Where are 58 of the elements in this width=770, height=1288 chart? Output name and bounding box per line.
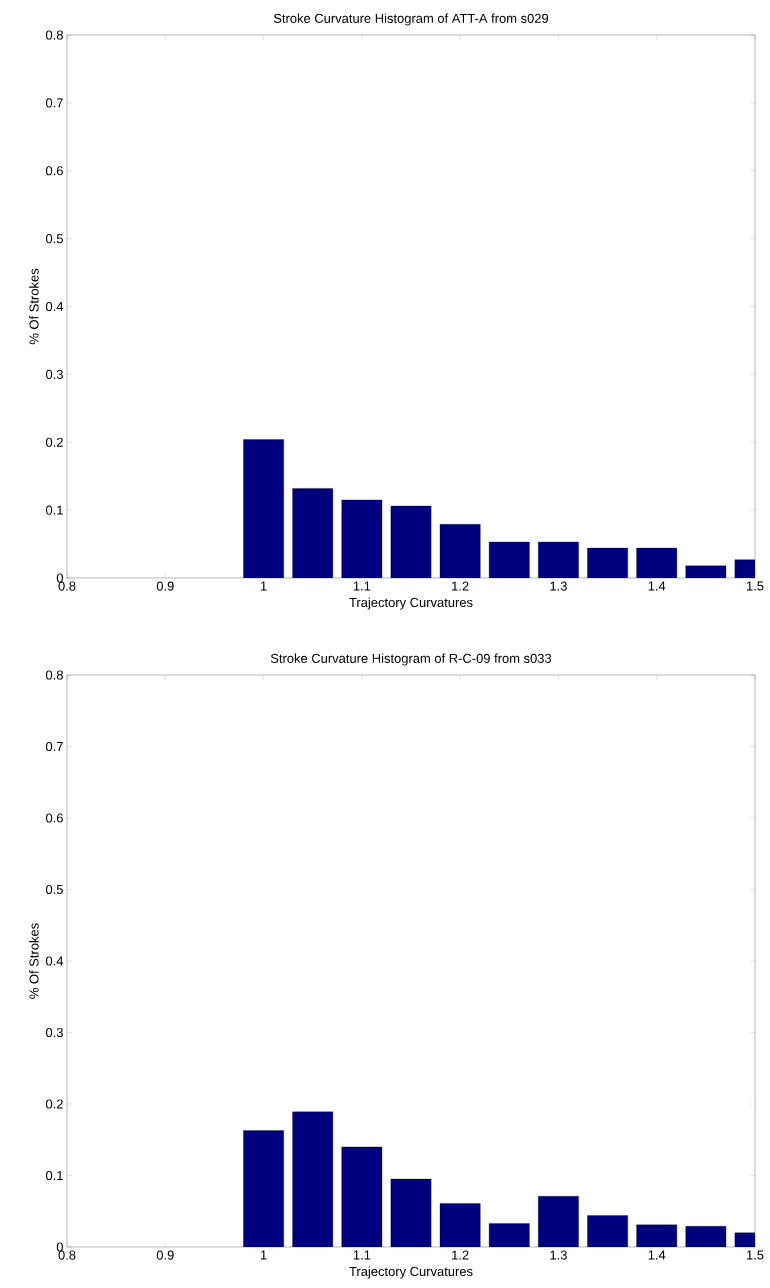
x-tick-label: 1.2 (452, 1250, 469, 1260)
chart-title: Stroke Curvature Histogram of ATT-A from s029 (273, 13, 549, 26)
bar (538, 541, 579, 578)
y-tick-label: 0.8 (45, 30, 63, 40)
x-tick-label: 1.5 (746, 581, 764, 591)
x-tick-label: 1 (260, 581, 267, 591)
x-tick-label: 1.5 (746, 1250, 764, 1260)
y-tick-label: 0.1 (45, 1170, 63, 1181)
bar (439, 524, 481, 578)
y-tick-label: 0.7 (45, 98, 63, 108)
x-tick-label: 1.3 (550, 581, 567, 591)
bar (636, 547, 678, 578)
y-tick-label: 0.3 (45, 369, 63, 379)
x-tick-label: 1.1 (353, 1250, 371, 1260)
y-axis-title: % Of Strokes (29, 268, 39, 345)
x-tick-label: 1.4 (648, 581, 666, 591)
bar (488, 1223, 530, 1247)
bar (341, 1146, 383, 1247)
bar (587, 547, 628, 578)
bar (292, 1111, 334, 1247)
y-tick-label: 0.5 (45, 234, 63, 244)
bar (390, 1178, 432, 1247)
y-tick-label: 0.7 (45, 741, 63, 752)
x-tick-label: 0.9 (156, 1250, 174, 1260)
y-tick-label: 0.4 (45, 301, 64, 312)
y-tick-label: 0.6 (45, 166, 63, 176)
chart-title: Stroke Curvature Histogram of R-C-09 from s033 (270, 653, 552, 666)
x-axis-title: Trajectory Curvatures (349, 597, 473, 610)
bar (636, 1224, 678, 1247)
bar (292, 488, 334, 578)
x-tick-label: 1 (260, 1250, 267, 1260)
y-tick-label: 0.6 (45, 813, 63, 823)
y-tick-label: 0.2 (45, 437, 63, 447)
x-tick-label: 1.4 (648, 1250, 666, 1260)
y-tick-label: 0.8 (45, 670, 63, 680)
bar (390, 505, 432, 578)
y-axis-title: % Of Strokes (29, 923, 39, 999)
bar (685, 565, 727, 578)
y-tick-label: 0.5 (45, 884, 63, 895)
bar (341, 499, 383, 578)
bar (243, 439, 284, 578)
x-tick-label: 1.2 (452, 581, 469, 591)
y-tick-label: 0 (56, 573, 63, 583)
x-tick-label: 1.1 (353, 581, 371, 591)
y-tick-label: 0.2 (45, 1099, 63, 1109)
bar (488, 541, 530, 578)
y-tick-label: 0 (56, 1242, 63, 1252)
x-tick-label: 1.3 (550, 1250, 567, 1260)
y-tick-label: 0.4 (45, 956, 64, 966)
bar (685, 1226, 727, 1247)
bar (587, 1215, 628, 1247)
y-tick-label: 0.1 (45, 505, 63, 515)
bar (243, 1130, 284, 1247)
x-tick-label: 0.9 (156, 581, 174, 591)
bar (538, 1196, 579, 1247)
y-tick-label: 0.3 (45, 1027, 63, 1038)
x-axis-title: Trajectory Curvatures (349, 1266, 473, 1279)
bar (439, 1203, 481, 1247)
